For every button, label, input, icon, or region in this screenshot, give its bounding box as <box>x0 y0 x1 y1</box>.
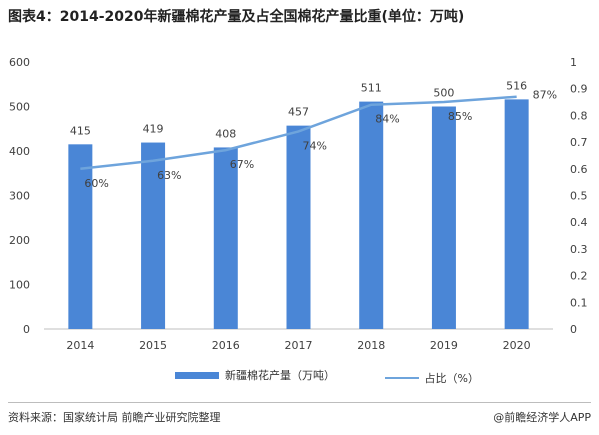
y-right-tick-label: 0.9 <box>570 83 588 96</box>
chart-svg: 0 100 200 300 400 500 600 0 0.1 0.2 0.3 0.4 0.5 0.6 0.… <box>9 56 588 352</box>
y-right-tick-label: 0.6 <box>570 163 588 176</box>
y-right-tick-label: 0.1 <box>570 296 588 309</box>
y-right-tick-label: 0.7 <box>570 136 588 149</box>
bar <box>141 142 166 329</box>
bar <box>286 125 311 329</box>
y-right-tick-label: 0.4 <box>570 216 588 229</box>
x-tick-label: 2017 <box>285 339 313 352</box>
bar-value-label: 415 <box>70 124 91 137</box>
legend-bar-swatch <box>175 371 219 379</box>
bar-value-label: 511 <box>361 82 382 95</box>
bar-value-label: 419 <box>143 123 164 136</box>
share-value-label: 74% <box>303 139 327 152</box>
bar-value-label: 500 <box>433 87 454 100</box>
x-tick-label: 2019 <box>430 339 458 352</box>
y-right-tick-label: 0.3 <box>570 243 588 256</box>
y-left-tick-label: 400 <box>9 145 30 158</box>
legend-item-share[interactable]: 占比（%） <box>384 370 479 386</box>
bar <box>213 147 238 329</box>
chart-title: 图表4：2014-2020年新疆棉花产量及占全国棉花产量比重(单位：万吨) <box>8 9 465 25</box>
bar-value-label: 516 <box>506 79 527 92</box>
y-right-tick-label: 0.2 <box>570 270 588 283</box>
y-left-tick-label: 0 <box>23 323 30 336</box>
share-value-label: 60% <box>84 177 108 190</box>
y-right-tick-label: 0 <box>570 323 577 336</box>
x-tick-label: 2016 <box>212 339 240 352</box>
x-tick-label: 2014 <box>66 339 94 352</box>
y-left-tick-label: 300 <box>9 190 30 203</box>
legend-label-share: 占比（%） <box>424 371 479 385</box>
bar <box>431 106 456 329</box>
y-right-tick-label: 0.8 <box>570 109 588 122</box>
footer: 资料来源：国家统计局 前瞻产业研究院整理 @前瞻经济学人APP <box>8 402 591 429</box>
bar <box>359 101 384 329</box>
share-line <box>80 95 517 171</box>
share-value-label: 87% <box>533 89 557 102</box>
x-tick-label: 2020 <box>503 339 531 352</box>
y-left-tick-label: 100 <box>9 279 30 292</box>
share-value-label: 85% <box>448 110 472 123</box>
x-tick-label: 2018 <box>357 339 385 352</box>
legend: 新疆棉花产量（万吨） 占比（%） <box>175 367 525 386</box>
y-right-tick-label: 0.5 <box>570 190 588 203</box>
bar <box>68 144 93 329</box>
brand-credit: @前瞻经济学人APP <box>493 411 591 424</box>
legend-label-production: 新疆棉花产量（万吨） <box>225 369 335 382</box>
y-left-tick-label: 600 <box>9 56 30 69</box>
bar-value-label: 457 <box>288 106 309 119</box>
share-value-label: 84% <box>375 113 399 126</box>
y-left-tick-label: 500 <box>9 101 30 114</box>
share-value-label: 67% <box>230 158 254 171</box>
legend-line-swatch <box>384 376 419 379</box>
bar <box>504 99 529 329</box>
bar-value-label: 408 <box>215 127 236 140</box>
share-value-label: 63% <box>157 169 181 182</box>
y-right-tick-label: 1 <box>570 56 577 69</box>
legend-item-production[interactable]: 新疆棉花产量（万吨） <box>175 367 335 383</box>
source-note: 资料来源：国家统计局 前瞻产业研究院整理 <box>8 411 221 424</box>
x-tick-label: 2015 <box>139 339 167 352</box>
y-left-tick-label: 200 <box>9 234 30 247</box>
